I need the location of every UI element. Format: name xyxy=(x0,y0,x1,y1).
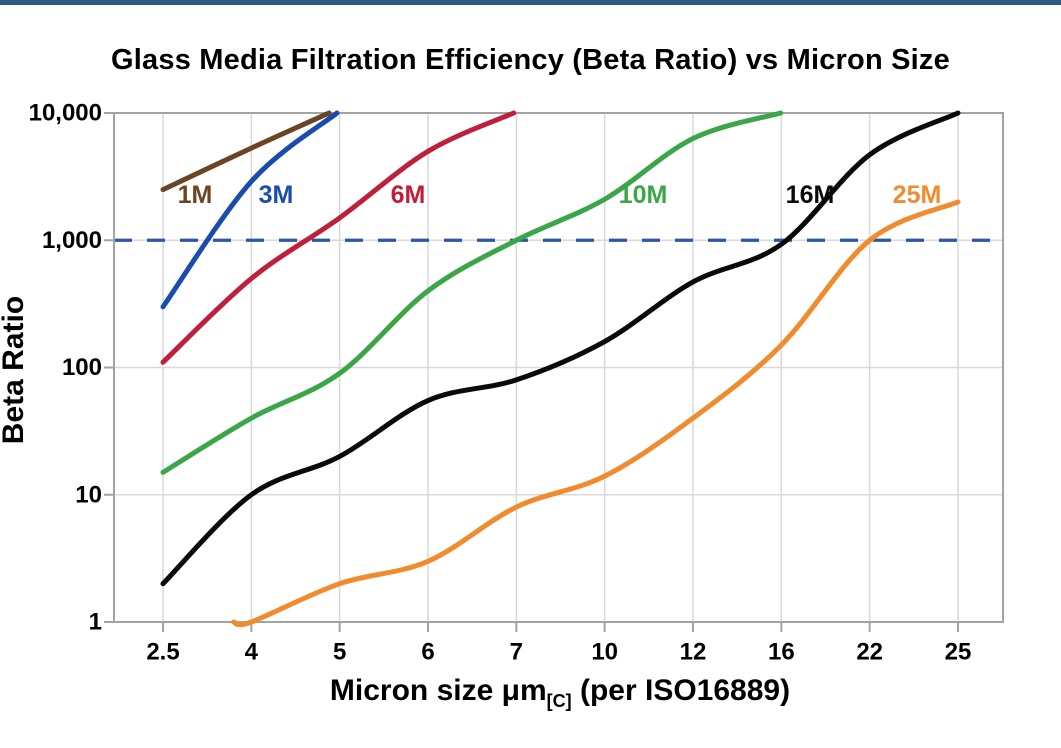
y-tick-label-1: 1 xyxy=(89,609,102,636)
y-tick-label-100: 100 xyxy=(62,354,102,381)
x-tick-label-22: 22 xyxy=(856,639,883,666)
series-label-1M: 1M xyxy=(178,181,213,209)
series-line-6M xyxy=(160,110,517,365)
series-line-16M xyxy=(160,110,961,587)
series-label-10M: 10M xyxy=(619,181,668,209)
series-line-3M xyxy=(160,110,340,310)
x-tick-label-16: 16 xyxy=(768,639,795,666)
x-tick-label-25: 25 xyxy=(945,639,972,666)
x-tick-label-12: 12 xyxy=(680,639,707,666)
x-tick-label-6: 6 xyxy=(421,639,434,666)
y-tick-label-10: 10 xyxy=(75,481,102,508)
x-axis-title: Micron size μm[C] (per ISO16889) xyxy=(0,674,1061,712)
series-label-16M: 16M xyxy=(786,181,835,209)
x-tick-label-7: 7 xyxy=(510,639,523,666)
x-tick-label-2.5: 2.5 xyxy=(146,639,179,666)
x-tick-label-5: 5 xyxy=(333,639,346,666)
x-axis-title-subscript: [C] xyxy=(546,691,572,711)
series-label-25M: 25M xyxy=(893,181,942,209)
series-line-10M xyxy=(160,110,784,475)
y-tick-label-1000: 1,000 xyxy=(42,227,102,254)
series-label-6M: 6M xyxy=(391,181,426,209)
top-stripe xyxy=(0,0,1061,5)
x-axis-title-suffix: (per ISO16889) xyxy=(571,674,791,707)
series-label-3M: 3M xyxy=(259,181,294,209)
x-axis-title-main: Micron size μm xyxy=(329,674,547,707)
chart-title: Glass Media Filtration Efficiency (Beta … xyxy=(111,44,950,76)
x-tick-label-4: 4 xyxy=(245,639,259,666)
y-axis-title: Beta Ratio xyxy=(0,295,30,445)
series-line-1M xyxy=(160,110,332,193)
y-tick-label-10000: 10,000 xyxy=(29,100,102,127)
series-line-25M xyxy=(231,199,961,627)
x-tick-label-10: 10 xyxy=(591,639,618,666)
